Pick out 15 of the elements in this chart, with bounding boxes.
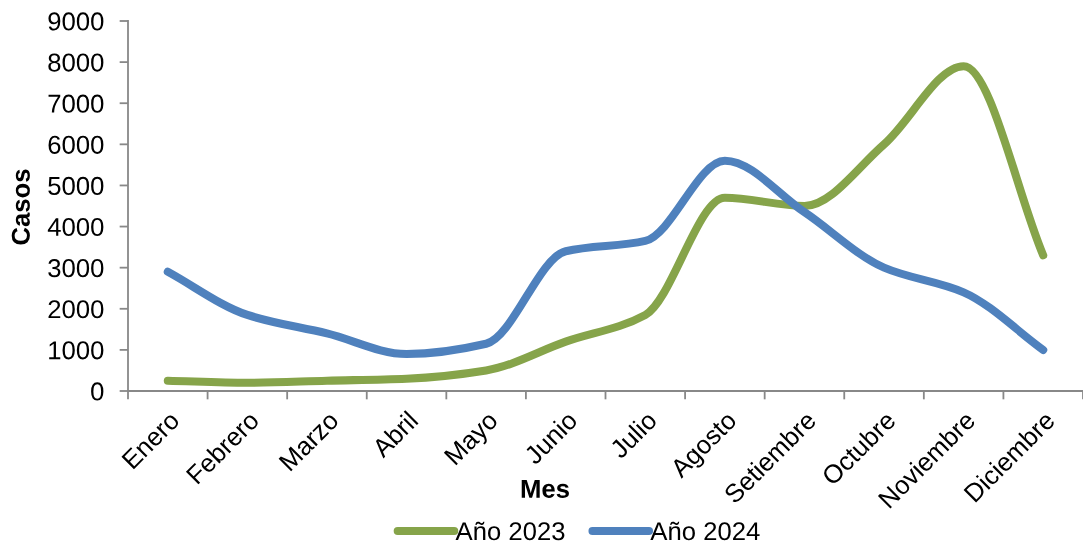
y-tick-label: 3000 [48, 259, 104, 278]
legend-label: Año 2024 [650, 521, 760, 541]
y-tick-label: 5000 [48, 176, 104, 196]
y-tick-label: 8000 [48, 53, 104, 72]
x-axis-title: Mes [521, 479, 569, 498]
y-tick-label: 4000 [47, 217, 104, 237]
y-tick-label: 7000 [48, 94, 104, 113]
y-tick-label: 6000 [48, 135, 104, 154]
legend-label: Año 2023 [455, 521, 565, 541]
y-tick-label: 1000 [49, 341, 104, 360]
y-axis-title: Casos [11, 169, 30, 245]
y-tick-label: 9000 [48, 12, 104, 31]
y-tick-label: 2000 [48, 300, 104, 319]
x-tick-label: Julio [608, 409, 658, 460]
y-tick-label: 0 [91, 382, 104, 401]
